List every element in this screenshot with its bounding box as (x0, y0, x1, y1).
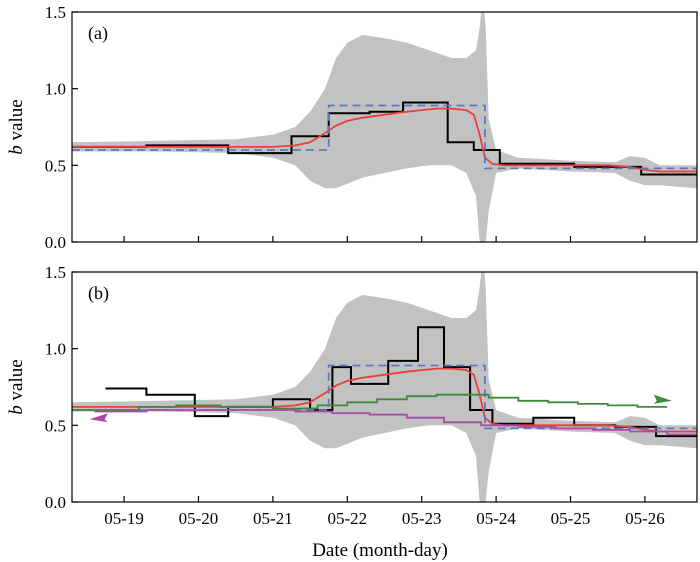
uncertainty-band (72, 12, 697, 242)
panel-a: 0.0 0.5 1.0 1.5 (a) b value (6, 3, 698, 252)
y-axis-title: b value (6, 359, 27, 414)
y-tick-label: 1.5 (45, 3, 66, 22)
backward-arrow (89, 413, 108, 423)
true-model-line (72, 104, 697, 170)
x-tick-label: 05-22 (327, 509, 367, 528)
forward-arrow (653, 394, 672, 404)
panel-label: (b) (88, 283, 109, 304)
uncertainty-band (72, 272, 697, 502)
panel-label: (a) (88, 23, 108, 44)
y-axis-title-symbol: b (6, 405, 27, 415)
forward-estimate-line (72, 393, 668, 411)
x-axis-title: Date (month-day) (312, 540, 448, 561)
backward-estimate-line (94, 409, 697, 436)
axes-frame (71, 271, 698, 503)
x-tick-label: 05-21 (253, 509, 293, 528)
y-tick-label: 0.5 (45, 156, 66, 175)
y-tick-label: 0.0 (45, 233, 66, 252)
x-tick-label: 05-20 (179, 509, 219, 528)
plot-area (72, 12, 697, 242)
y-tick-label: 1.0 (45, 80, 66, 99)
axes-frame (71, 11, 698, 243)
x-tick-label: 05-25 (551, 509, 591, 528)
step-estimate-line (72, 101, 697, 176)
y-axis-title-text: value (6, 99, 27, 145)
smooth-estimate-line (72, 107, 697, 173)
smooth-estimate-line (72, 367, 697, 433)
y-tick-label: 1.5 (45, 263, 66, 282)
x-tick-label: 05-23 (402, 509, 442, 528)
y-axis-title: b value (6, 99, 27, 154)
panel-b: 0.0 0.5 1.0 1.5 05-19 05-20 05-21 05-22 05-23 05-… (6, 263, 698, 528)
x-tick-label: 05-24 (476, 509, 516, 528)
y-axis-title-symbol: b (6, 145, 27, 155)
x-tick-label: 05-26 (625, 509, 665, 528)
step-estimate-line (105, 326, 697, 438)
y-tick-label: 0.5 (45, 416, 66, 435)
y-tick-label: 0.0 (45, 493, 66, 512)
y-axis-title-text: value (6, 359, 27, 405)
plot-area (72, 272, 697, 502)
x-tick-label: 05-19 (104, 509, 144, 528)
y-tick-label: 1.0 (45, 340, 66, 359)
